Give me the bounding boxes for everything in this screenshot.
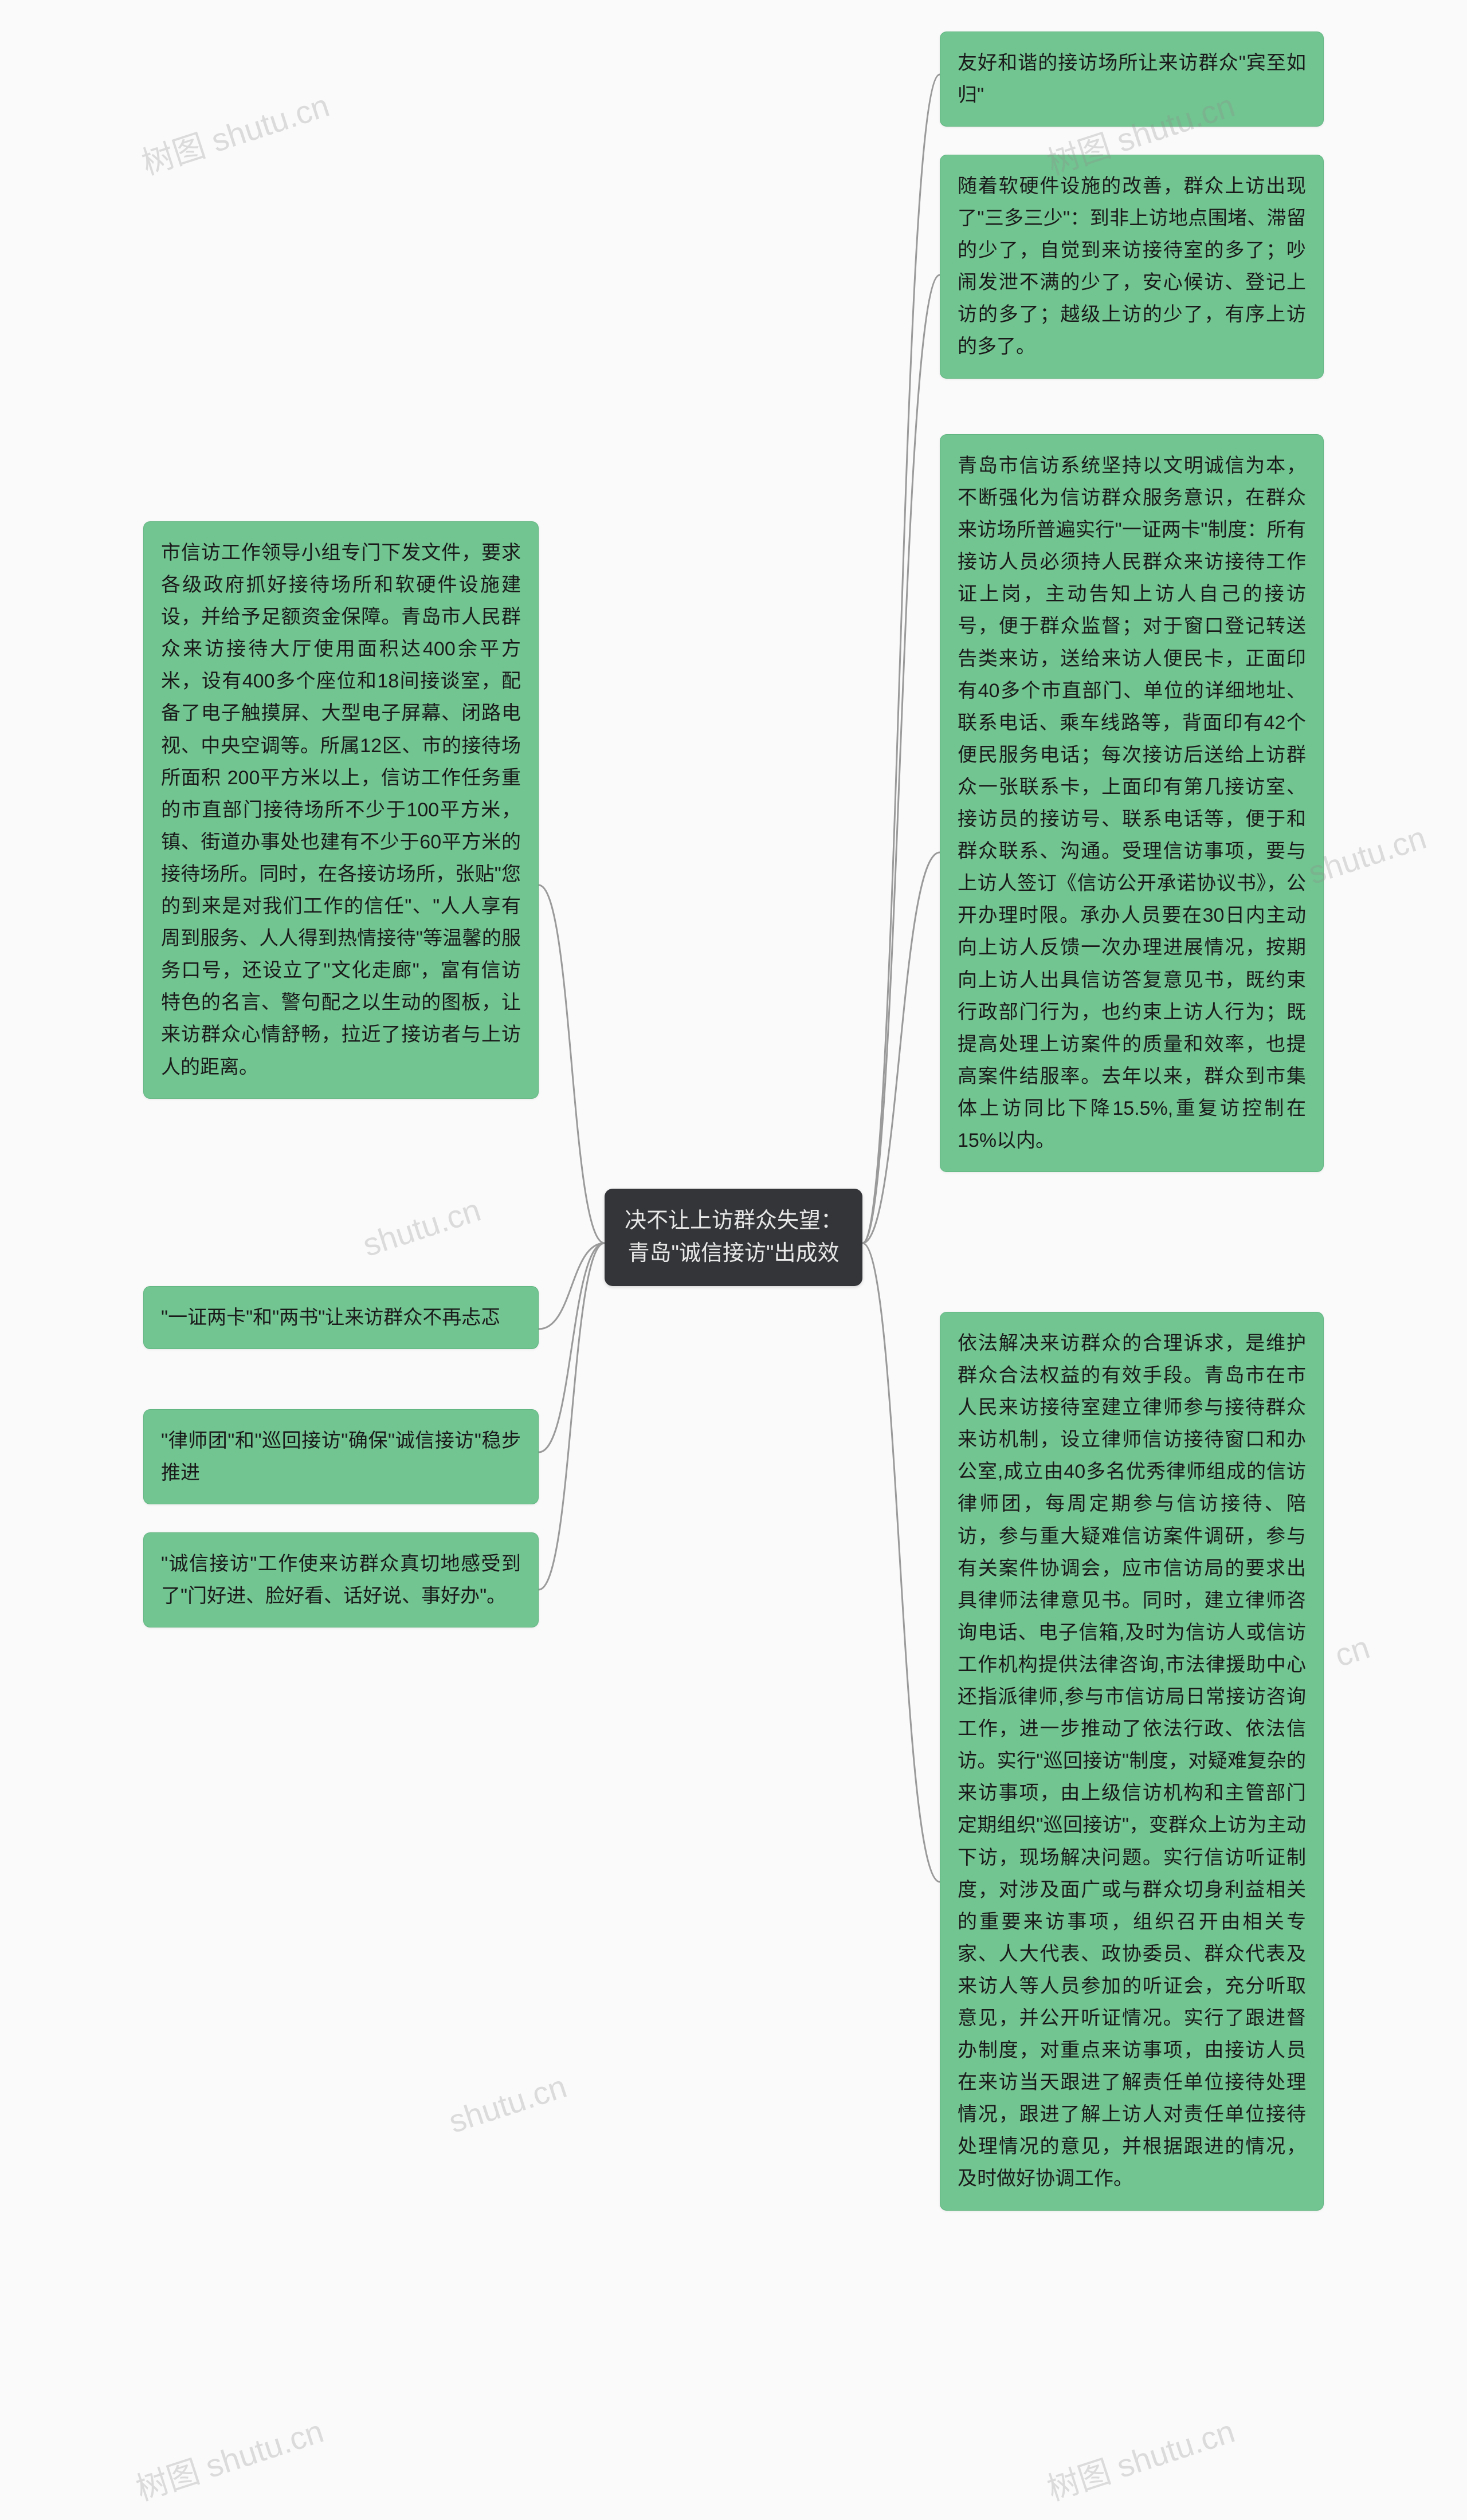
- root-text: 决不让上访群众失望：青岛"诚信接访"出成效: [625, 1209, 842, 1265]
- node-text: "律师团"和"巡回接访"确保"诚信接访"稳步推进: [161, 1430, 521, 1484]
- mindmap-node-r1[interactable]: 友好和谐的接访场所让来访群众"宾至如归": [940, 32, 1324, 127]
- watermark: shutu.cn: [358, 1191, 485, 1264]
- mindmap-node-r3[interactable]: 青岛市信访系统坚持以文明诚信为本，不断强化为信访群众服务意识，在群众来访场所普遍…: [940, 434, 1324, 1172]
- mindmap-node-l3[interactable]: "律师团"和"巡回接访"确保"诚信接访"稳步推进: [143, 1409, 539, 1504]
- mindmap-root-node[interactable]: 决不让上访群众失望：青岛"诚信接访"出成效: [605, 1189, 862, 1286]
- node-text: 随着软硬件设施的改善，群众上访出现了"三多三少"：到非上访地点围堵、滞留的少了，…: [958, 175, 1306, 357]
- node-text: "诚信接访"工作使来访群众真切地感受到了"门好进、脸好看、话好说、事好办"。: [161, 1553, 521, 1607]
- node-text: 青岛市信访系统坚持以文明诚信为本，不断强化为信访群众服务意识，在群众来访场所普遍…: [958, 455, 1306, 1151]
- watermark: shutu.cn: [444, 2067, 571, 2140]
- watermark: 树图 shutu.cn: [135, 80, 335, 184]
- watermark: 树图 shutu.cn: [1041, 2406, 1240, 2510]
- mindmap-node-l2[interactable]: "一证两卡"和"两书"让来访群众不再忐忑: [143, 1286, 539, 1349]
- watermark: 树图 shutu.cn: [130, 2406, 329, 2510]
- mindmap-node-r2[interactable]: 随着软硬件设施的改善，群众上访出现了"三多三少"：到非上访地点围堵、滞留的少了，…: [940, 155, 1324, 379]
- mindmap-node-l1[interactable]: 市信访工作领导小组专门下发文件，要求各级政府抓好接待场所和软硬件设施建设，并给予…: [143, 521, 539, 1099]
- mindmap-node-r4[interactable]: 依法解决来访群众的合理诉求，是维护群众合法权益的有效手段。青岛市在市人民来访接待…: [940, 1312, 1324, 2211]
- node-text: 友好和谐的接访场所让来访群众"宾至如归": [958, 52, 1306, 106]
- watermark: cn: [1330, 1628, 1374, 1674]
- node-text: 市信访工作领导小组专门下发文件，要求各级政府抓好接待场所和软硬件设施建设，并给予…: [161, 542, 521, 1078]
- node-text: 依法解决来访群众的合理诉求，是维护群众合法权益的有效手段。青岛市在市人民来访接待…: [958, 1332, 1306, 2189]
- node-text: "一证两卡"和"两书"让来访群众不再忐忑: [161, 1307, 500, 1328]
- mindmap-node-l4[interactable]: "诚信接访"工作使来访群众真切地感受到了"门好进、脸好看、话好说、事好办"。: [143, 1532, 539, 1627]
